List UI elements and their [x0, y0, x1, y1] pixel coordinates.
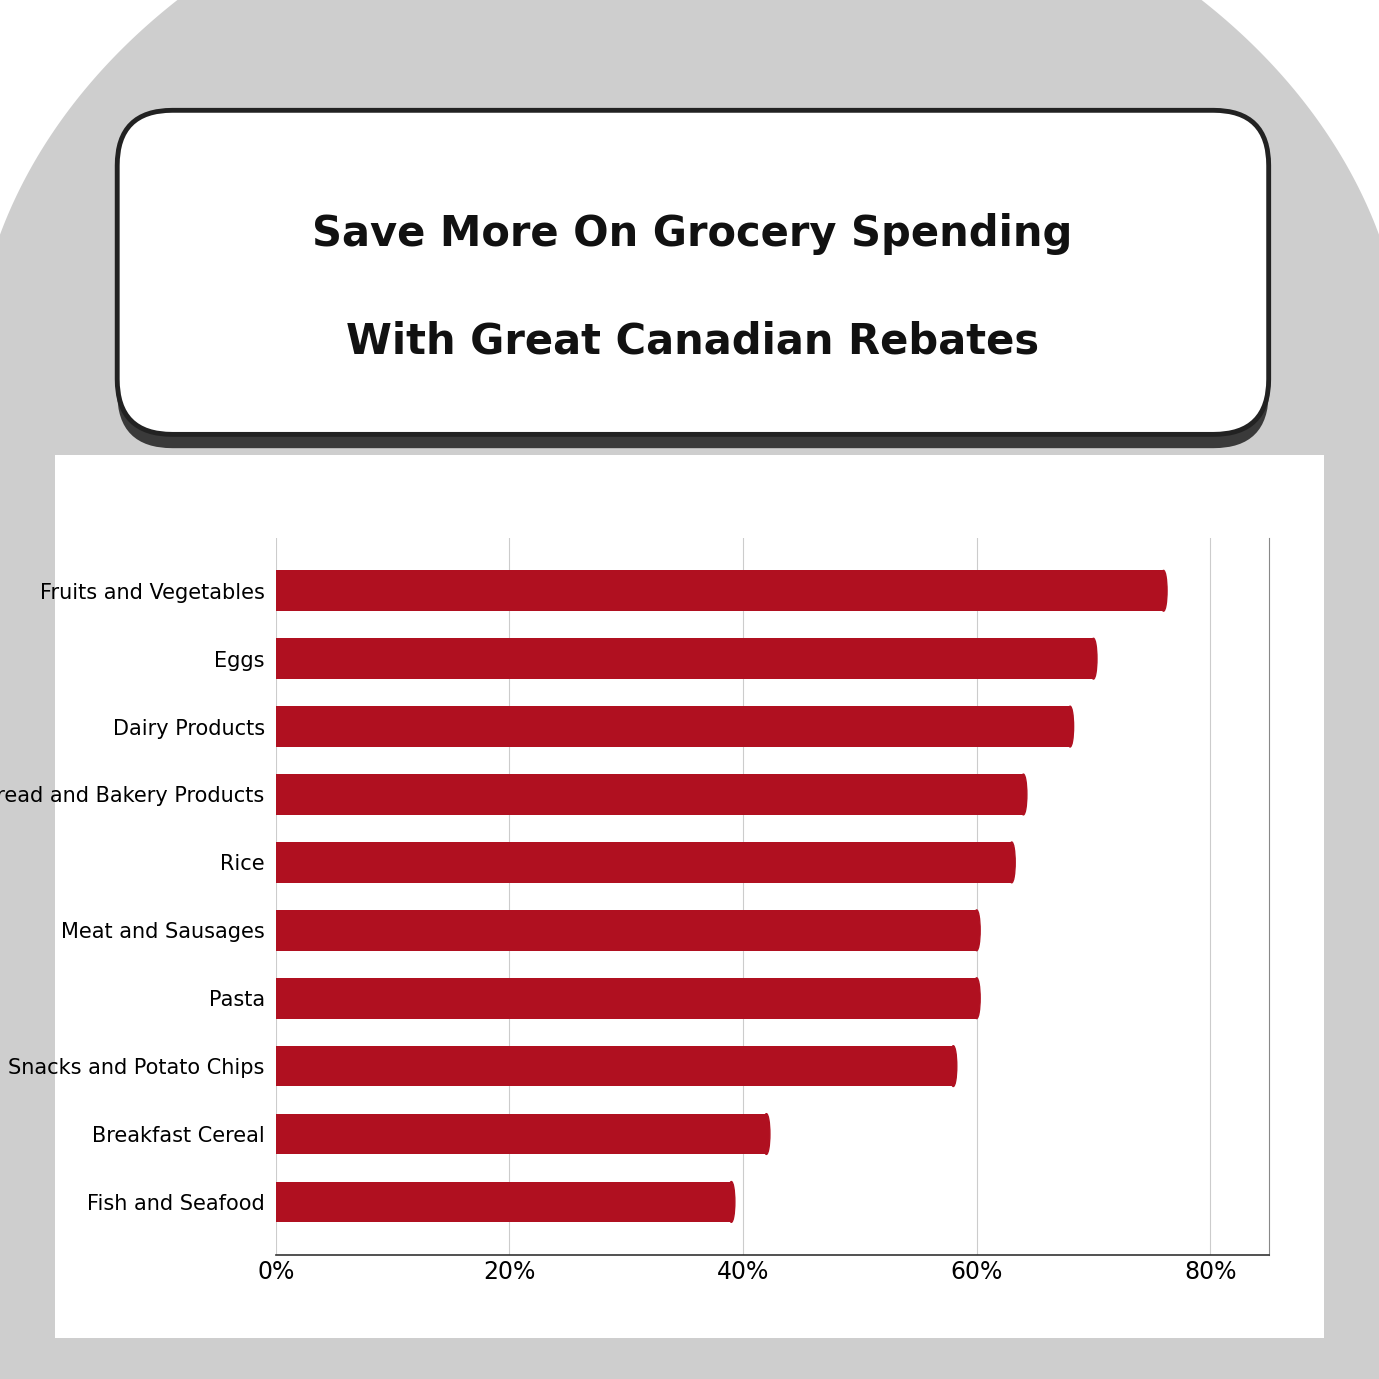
Circle shape: [1020, 774, 1027, 815]
Bar: [276, 1114, 767, 1154]
Circle shape: [1008, 843, 1015, 883]
Bar: [276, 638, 1094, 678]
Text: Save More On Grocery Spending: Save More On Grocery Spending: [312, 214, 1073, 255]
FancyBboxPatch shape: [55, 455, 1324, 1338]
Bar: [276, 571, 1164, 611]
Circle shape: [974, 910, 980, 950]
Bar: [276, 774, 1023, 815]
Circle shape: [1066, 706, 1074, 747]
FancyBboxPatch shape: [117, 124, 1269, 448]
Bar: [276, 978, 976, 1019]
Bar: [276, 706, 1070, 747]
FancyBboxPatch shape: [117, 110, 1269, 434]
Circle shape: [1160, 571, 1167, 611]
Circle shape: [763, 1114, 769, 1154]
Bar: [276, 1182, 731, 1222]
Text: With Great Canadian Rebates: With Great Canadian Rebates: [346, 321, 1038, 363]
Circle shape: [728, 1182, 735, 1222]
Circle shape: [950, 1045, 957, 1087]
Bar: [276, 910, 976, 950]
Bar: [276, 1045, 953, 1087]
Bar: [276, 843, 1012, 883]
Circle shape: [1089, 638, 1096, 678]
Polygon shape: [0, 0, 1379, 386]
Circle shape: [974, 978, 980, 1019]
